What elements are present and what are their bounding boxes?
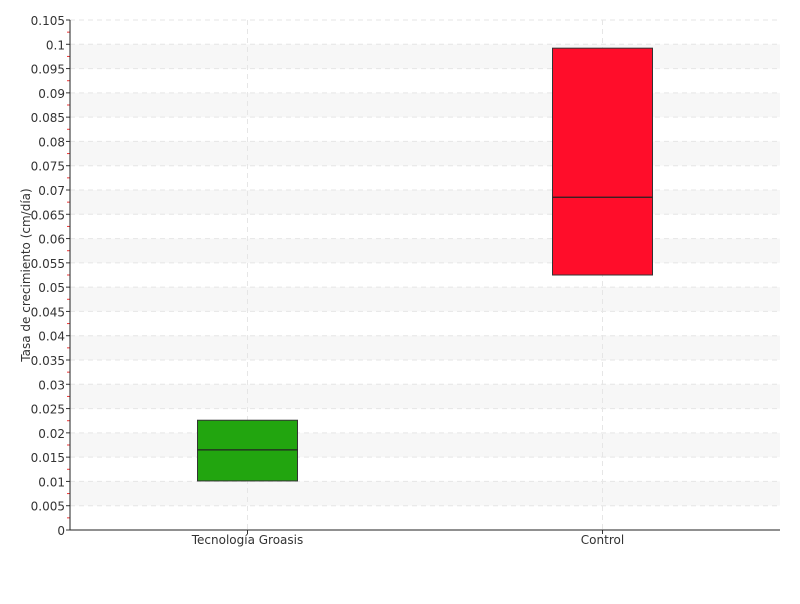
y-tick-label: 0.005: [31, 500, 65, 514]
grid-band: [70, 432, 780, 458]
grid-band: [70, 287, 780, 312]
y-tick-label: 0.045: [31, 305, 65, 319]
gridlines: [70, 19, 780, 530]
y-tick-label: 0.03: [38, 378, 65, 392]
axes: 0 0.005 0.01 0.015 0.02 0.025 0.03 0.035 0.04 0.0…: [31, 14, 780, 547]
grid-bands: [70, 44, 780, 506]
y-tick-label: 0.07: [38, 184, 65, 198]
grid-band: [70, 335, 780, 360]
y-tick-label: 0.095: [31, 63, 65, 77]
box: [552, 47, 653, 276]
y-tick-label: 0: [57, 524, 65, 538]
y-tick-label: 0.02: [38, 427, 65, 441]
y-tick-label: 0.035: [31, 354, 65, 368]
y-axis-label: Tasa de crecimiento (cm/día): [19, 188, 33, 362]
boxes: [197, 47, 653, 482]
grid-band: [70, 92, 780, 118]
y-tick-label: 0.04: [38, 330, 65, 344]
y-tick-label: 0.085: [31, 111, 65, 125]
x-tick-label: Control: [581, 533, 624, 547]
y-tick-label: 0.025: [31, 403, 65, 417]
y-tick-label: 0.08: [38, 135, 65, 149]
y-tick-label: 0.1: [46, 38, 65, 52]
grid-band: [70, 481, 780, 506]
y-tick-label: 0.05: [38, 281, 65, 295]
y-tick-label: 0.09: [38, 87, 65, 101]
y-tick-label: 0.065: [31, 208, 65, 222]
y-tick-label: 0.015: [31, 451, 65, 465]
grid-band: [70, 238, 780, 263]
y-tick-label: 0.075: [31, 160, 65, 174]
y-tick-label: 0.01: [38, 475, 65, 489]
grid-band: [70, 190, 780, 215]
y-tick-label: 0.105: [31, 14, 65, 28]
grid-band: [70, 141, 780, 166]
box: [197, 419, 298, 482]
grid-band: [70, 384, 780, 409]
y-tick-label: 0.06: [38, 233, 65, 247]
y-tick-label: 0.055: [31, 257, 65, 271]
x-tick-label: Tecnología Groasis: [191, 533, 304, 547]
grid-band: [70, 44, 780, 69]
